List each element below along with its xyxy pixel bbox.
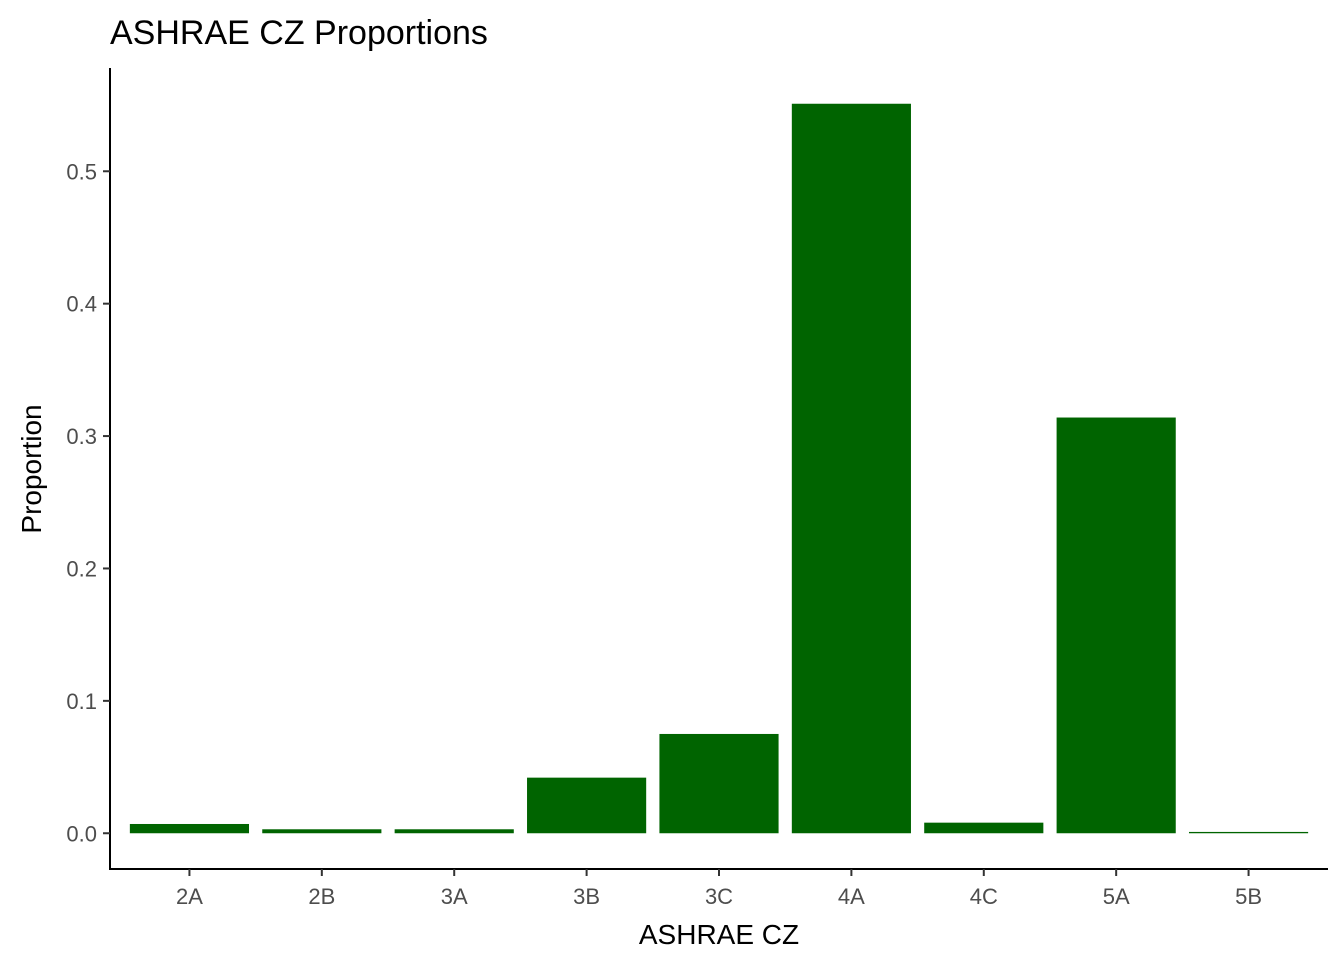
bars-group bbox=[129, 103, 1309, 834]
y-ticks-group: 0.0 0.1 0.2 0.3 0.4 0.5 bbox=[66, 159, 110, 846]
x-tick-label: 3B bbox=[573, 884, 600, 909]
x-ticks-group: 2A 2B 3A 3B 3C 4A 4C 5A 5B bbox=[176, 869, 1262, 909]
y-axis-title: Proportion bbox=[16, 404, 47, 533]
y-tick-label: 0.5 bbox=[66, 159, 97, 184]
bar-5A bbox=[1056, 417, 1176, 834]
bar-5B bbox=[1188, 831, 1309, 834]
x-tick-label: 4C bbox=[970, 884, 998, 909]
y-tick-label: 0.1 bbox=[66, 689, 97, 714]
y-tick-label: 0.2 bbox=[66, 556, 97, 581]
x-tick-label: 4A bbox=[838, 884, 865, 909]
x-tick-label: 3C bbox=[705, 884, 733, 909]
bar-2B bbox=[262, 829, 382, 834]
bar-3C bbox=[659, 733, 779, 834]
bar-4A bbox=[791, 103, 911, 834]
y-tick-label: 0.0 bbox=[66, 821, 97, 846]
bar-2A bbox=[129, 823, 250, 834]
bar-4C bbox=[924, 822, 1044, 834]
x-axis-title: ASHRAE CZ bbox=[639, 919, 799, 950]
x-tick-label: 3A bbox=[441, 884, 468, 909]
bar-3A bbox=[394, 829, 514, 834]
x-tick-label: 2A bbox=[176, 884, 203, 909]
x-tick-label: 5A bbox=[1103, 884, 1130, 909]
y-tick-label: 0.4 bbox=[66, 292, 97, 317]
bar-3B bbox=[527, 777, 647, 834]
chart-title: ASHRAE CZ Proportions bbox=[110, 14, 488, 52]
x-tick-label: 5B bbox=[1235, 884, 1262, 909]
y-tick-label: 0.3 bbox=[66, 424, 97, 449]
x-tick-label: 2B bbox=[308, 884, 335, 909]
